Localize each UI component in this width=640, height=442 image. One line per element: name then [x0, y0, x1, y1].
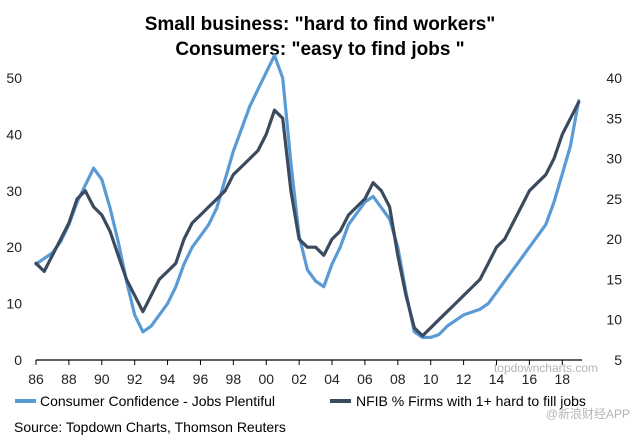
right-axis-tick-label: 25	[606, 191, 622, 207]
chart-title-line-2: Consumers: "easy to find jobs "	[175, 39, 464, 60]
legend: Consumer Confidence - Jobs Plentiful NFI…	[15, 393, 586, 409]
series-line-nfib-hard-to-fill	[34, 100, 581, 338]
left-axis-tick-label: 40	[6, 126, 22, 142]
right-axis-tick-label: 5	[614, 352, 622, 368]
x-tick-label: 08	[390, 371, 406, 387]
right-axis-tick-label: 20	[606, 231, 622, 247]
x-tick-label: 18	[554, 371, 570, 387]
x-tick-label: 96	[193, 371, 209, 387]
right-axis-tick-label: 15	[606, 271, 622, 287]
x-axis-ticks: 86 88 90 92 94 96 98 00 02 04 06 08 10 12 14 16 18	[28, 360, 570, 387]
right-axis-ticks: 5 10 15 20 25 30 35 40	[606, 70, 622, 368]
series-lines	[34, 53, 581, 339]
right-axis-tick-label: 10	[606, 312, 622, 328]
left-axis-tick-label: 10	[6, 296, 22, 312]
right-axis-tick-label: 35	[606, 110, 622, 126]
x-tick-label: 02	[291, 371, 307, 387]
series-line-jobs-plentiful	[34, 53, 581, 339]
source-note: Source: Topdown Charts, Thomson Reuters	[14, 419, 286, 435]
watermark-topdown: topdowncharts.com	[494, 361, 598, 375]
right-axis-tick-label: 30	[606, 151, 622, 167]
x-tick-label: 06	[357, 371, 373, 387]
chart-title-line-1: Small business: "hard to find workers"	[145, 14, 496, 35]
x-tick-label: 10	[423, 371, 439, 387]
right-axis-tick-label: 40	[606, 70, 622, 86]
x-tick-label: 98	[226, 371, 242, 387]
x-tick-label: 16	[522, 371, 538, 387]
x-tick-label: 04	[324, 371, 340, 387]
x-tick-label: 92	[127, 371, 143, 387]
x-tick-label: 00	[258, 371, 274, 387]
x-tick-label: 88	[61, 371, 77, 387]
x-tick-label: 90	[94, 371, 110, 387]
x-tick-label: 12	[456, 371, 472, 387]
x-tick-label: 94	[160, 371, 176, 387]
left-axis-tick-label: 20	[6, 239, 22, 255]
watermark-sina: @新浪财经APP	[546, 406, 630, 421]
left-axis-tick-label: 50	[6, 70, 22, 86]
left-axis-tick-label: 0	[14, 352, 22, 368]
legend-label-jobs-plentiful: Consumer Confidence - Jobs Plentiful	[40, 393, 275, 409]
x-tick-label: 86	[28, 371, 44, 387]
legend-label-nfib: NFIB % Firms with 1+ hard to fill jobs	[356, 393, 586, 409]
x-tick-label: 14	[489, 371, 505, 387]
left-axis-ticks: 0 10 20 30 40 50	[6, 70, 22, 368]
left-axis-tick-label: 30	[6, 183, 22, 199]
